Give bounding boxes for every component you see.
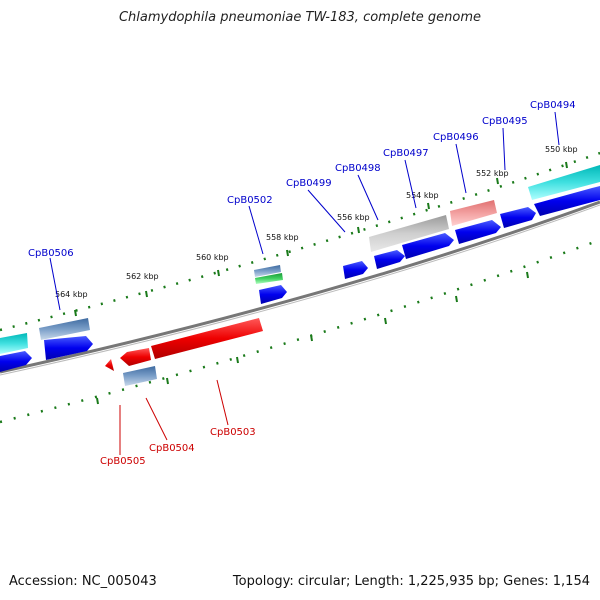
leader-line	[145, 397, 168, 441]
ruler-label: 564 kbp	[55, 290, 88, 299]
major-tick	[74, 309, 77, 317]
genome-summary: Topology: circular; Length: 1,225,935 bp…	[232, 574, 590, 589]
leader-line	[307, 189, 346, 233]
feature-green[interactable]	[255, 273, 283, 284]
ruler-label: 552 kbp	[476, 169, 509, 178]
forward-gene-arrow[interactable]	[374, 250, 405, 269]
forward-gene-arrow[interactable]	[343, 261, 368, 279]
major-tick	[145, 290, 148, 298]
forward-genes	[0, 186, 600, 372]
forward-gene-arrow[interactable]	[259, 285, 287, 304]
reverse-gene-arrow[interactable]	[105, 359, 114, 371]
major-tick	[236, 356, 239, 364]
major-tick	[384, 317, 387, 325]
leader-line	[404, 159, 417, 209]
gene-label[interactable]: CpB0499	[286, 178, 332, 189]
feature-steel[interactable]	[39, 318, 90, 340]
ruler-label: 560 kbp	[196, 253, 229, 262]
leader-line	[357, 174, 379, 221]
forward-gene-arrow[interactable]	[534, 186, 600, 216]
ruler-label: 562 kbp	[126, 272, 159, 281]
forward-gene-arrow[interactable]	[402, 233, 454, 259]
gene-label[interactable]: CpB0495	[482, 116, 528, 127]
inner-ruler-major-ticks	[96, 271, 529, 405]
genome-backbone	[0, 200, 600, 374]
feature-steel[interactable]	[123, 366, 157, 386]
ruler-label: 556 kbp	[337, 213, 370, 222]
gene-label[interactable]: CpB0503	[210, 427, 256, 438]
ruler-label: 550 kbp	[545, 145, 578, 154]
gene-label[interactable]: CpB0498	[335, 163, 381, 174]
major-tick	[427, 202, 430, 210]
major-tick	[565, 161, 568, 169]
major-tick	[286, 249, 289, 257]
reverse-gene-arrow[interactable]	[120, 348, 151, 366]
leader-line	[554, 111, 560, 146]
leader-line	[455, 143, 467, 194]
gene-label[interactable]: CpB0506	[28, 248, 74, 259]
feature-cyan[interactable]	[0, 333, 28, 354]
gene-labels: CpB0494 CpB0495 CpB0496 CpB0497 CpB0498 …	[28, 100, 576, 467]
forward-gene-arrow[interactable]	[500, 207, 536, 228]
gene-label[interactable]: CpB0504	[149, 443, 195, 454]
feature-steel[interactable]	[254, 265, 281, 277]
reverse-gene-arrow[interactable]	[151, 318, 263, 359]
major-tick	[310, 334, 313, 342]
reverse-genes	[105, 318, 263, 386]
gene-label[interactable]: CpB0494	[530, 100, 576, 111]
gene-label[interactable]: CpB0496	[433, 132, 479, 143]
forward-gene-arrow[interactable]	[455, 220, 501, 244]
leader-line	[216, 379, 229, 426]
major-tick	[526, 271, 529, 279]
label-leaders	[49, 111, 560, 455]
leader-line	[49, 257, 61, 311]
major-tick	[96, 397, 99, 405]
leader-line	[502, 127, 506, 171]
gene-label[interactable]: CpB0505	[100, 456, 146, 467]
forward-gene-arrow[interactable]	[0, 351, 32, 372]
feature-pink[interactable]	[450, 200, 497, 226]
ruler-label: 558 kbp	[266, 233, 299, 242]
feature-cyan[interactable]	[528, 165, 600, 200]
ruler-labels: 550 kbp 552 kbp 554 kbp 556 kbp 558 kbp …	[55, 145, 578, 299]
map-title: Chlamydophila pneumoniae TW-183, complet…	[118, 10, 482, 25]
gene-label[interactable]: CpB0502	[227, 195, 273, 206]
major-tick	[166, 377, 169, 385]
major-tick	[357, 226, 360, 234]
leader-line	[248, 205, 264, 255]
major-tick	[455, 295, 458, 303]
forward-features	[0, 165, 600, 354]
outer-ruler	[0, 151, 600, 332]
feature-gray[interactable]	[369, 215, 449, 252]
outer-ruler-major-ticks	[74, 161, 568, 317]
major-tick	[496, 177, 499, 185]
ruler-label: 554 kbp	[406, 191, 439, 200]
genome-backbone-shadow	[0, 204, 600, 376]
major-tick	[217, 269, 220, 277]
accession-label: Accession: NC_005043	[9, 574, 157, 589]
forward-gene-arrow[interactable]	[44, 336, 93, 360]
gene-label[interactable]: CpB0497	[383, 148, 429, 159]
inner-ruler	[0, 238, 600, 424]
